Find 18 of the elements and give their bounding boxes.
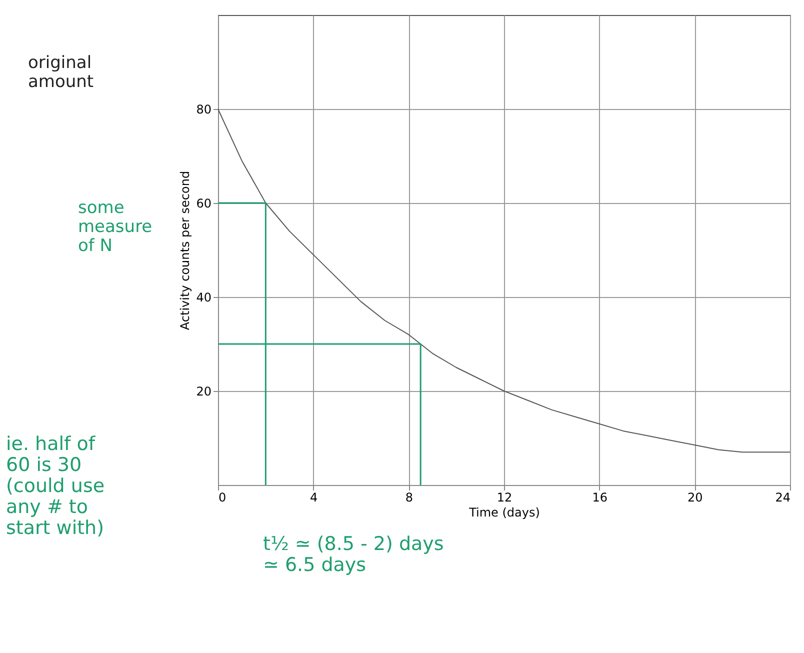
y-tick-label: 20 [196,384,212,398]
x-axis-title: Time (days) [468,506,540,520]
y-axis-title: Activity counts per second [178,170,192,330]
x-tick-label: 20 [688,490,703,504]
x-tick-label: 24 [775,490,790,504]
line-series [218,108,790,453]
x-tick-label: 8 [405,490,413,504]
x-tick-label: 0 [218,490,226,504]
x-tick-label: 12 [496,490,512,504]
y-tick-label: 40 [196,290,212,304]
text: ie. half of 60 is 30 (could use any # to start with) [6,433,105,539]
y-tick-label: 60 [196,196,212,210]
text: t½ ≃ (8.5 - 2) days ≃ 6.5 days [263,533,444,576]
x-tick-label: 16 [592,490,608,504]
x-tick-label: 4 [310,490,318,504]
text: original amount [28,53,94,92]
text: some measure of N [78,198,152,256]
y-tick-label: 80 [196,102,212,116]
